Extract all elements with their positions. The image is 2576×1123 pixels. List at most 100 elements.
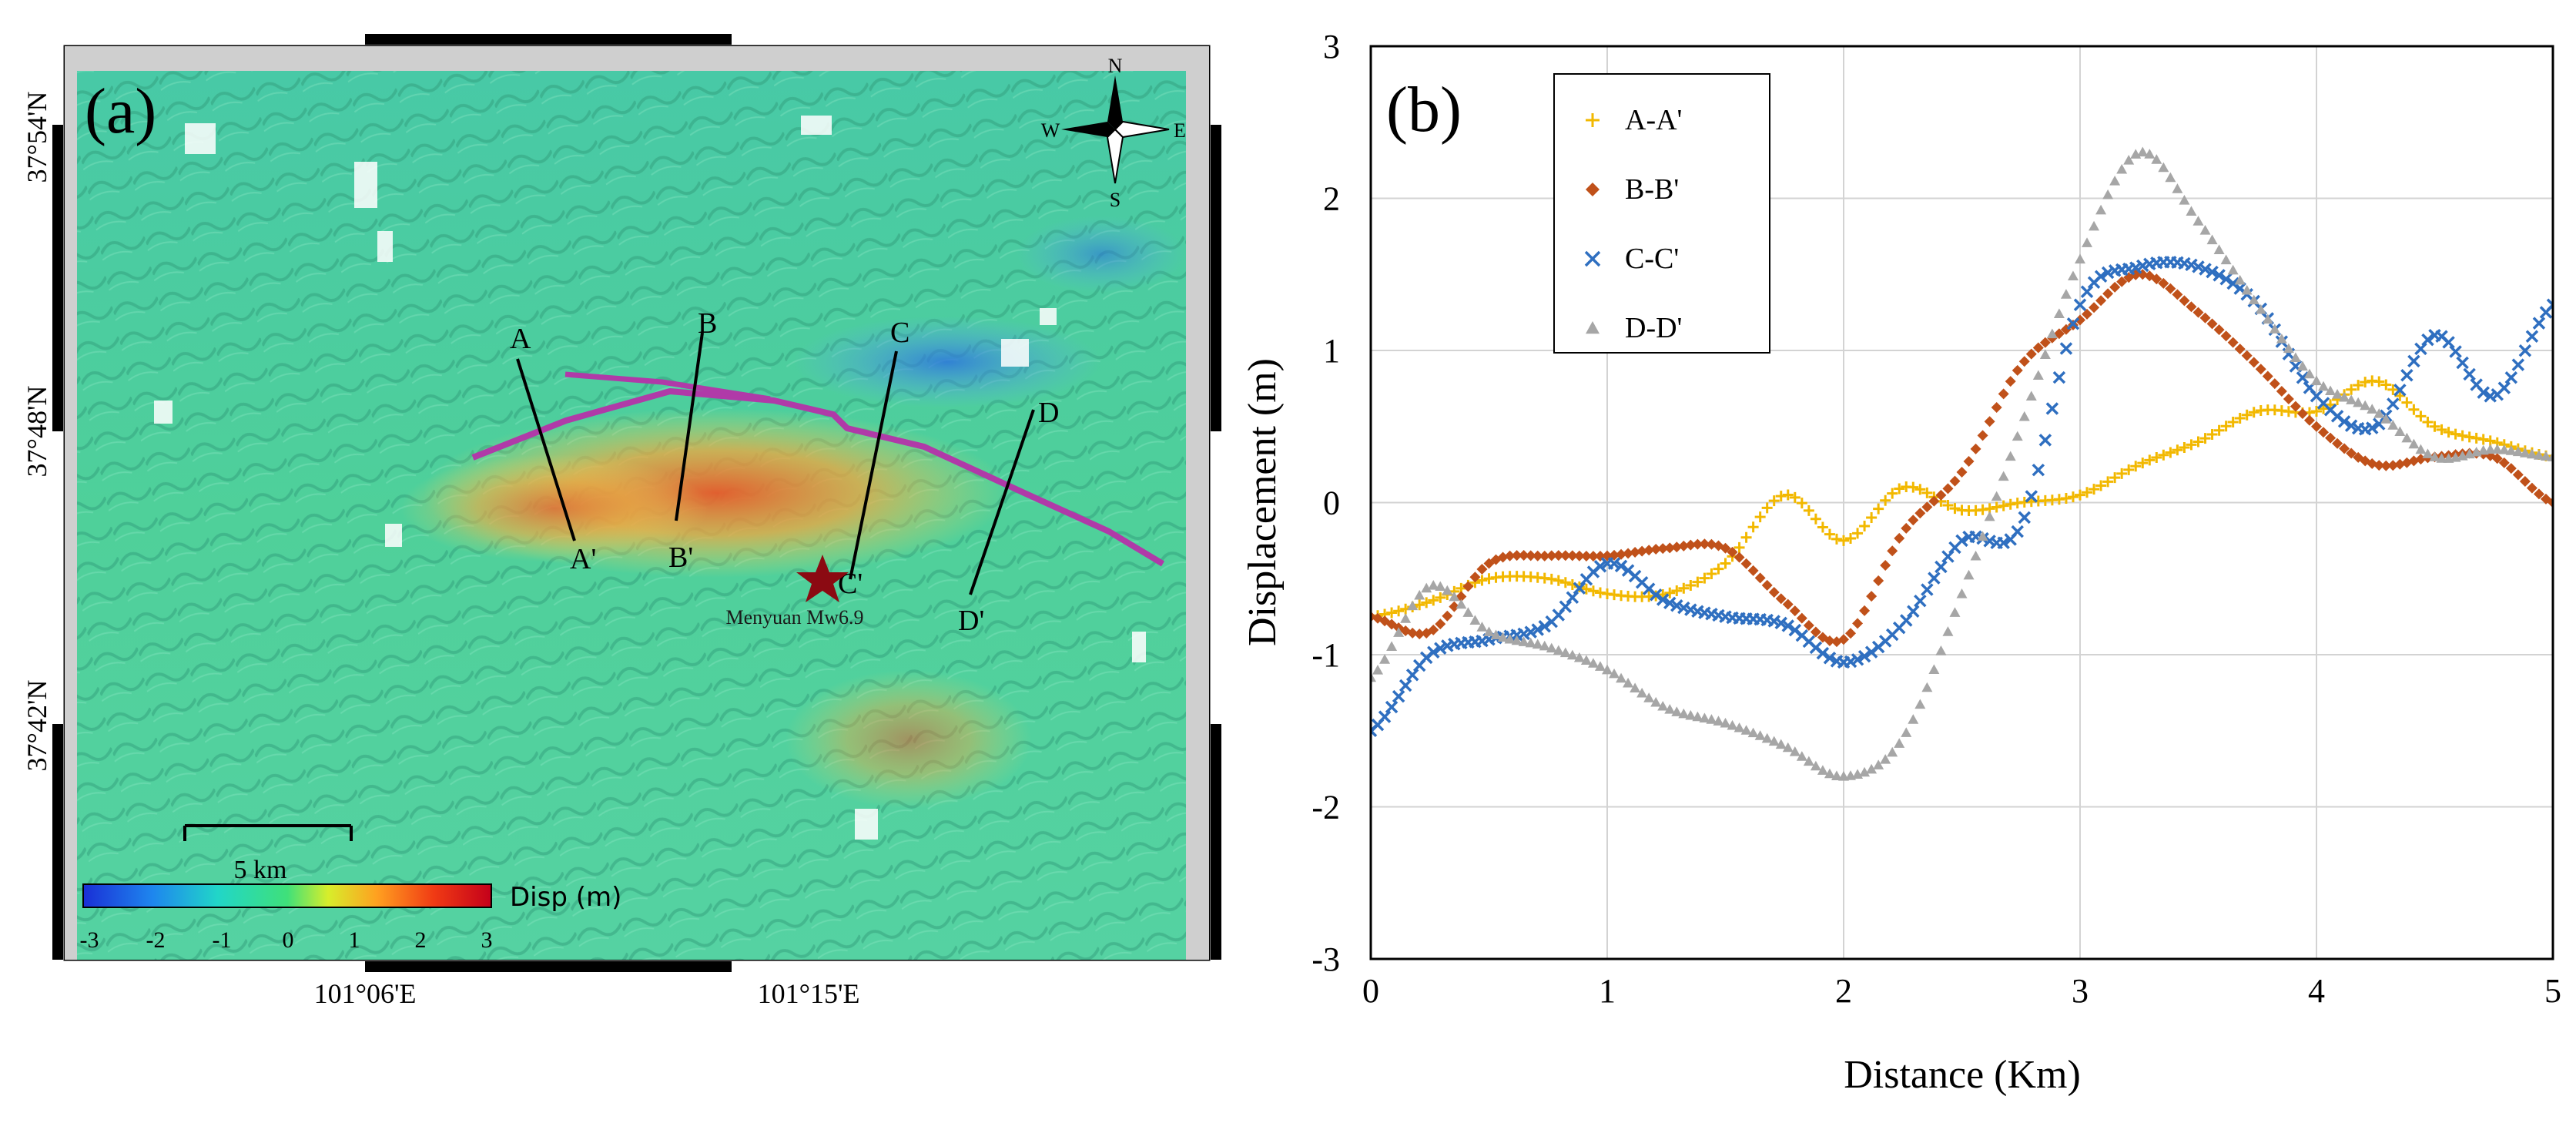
data-point — [1663, 596, 1677, 610]
data-point — [1816, 646, 1830, 660]
data-point — [2248, 294, 2259, 305]
data-point — [2012, 364, 2023, 376]
data-point — [2241, 284, 2253, 295]
data-point — [2109, 176, 2121, 186]
data-point — [1531, 623, 1544, 636]
data-point — [1671, 706, 1683, 716]
data-point — [1921, 682, 1933, 692]
data-point — [1442, 585, 1453, 595]
data-point — [2206, 265, 2219, 279]
data-point — [1908, 714, 1919, 724]
data-point — [1678, 582, 1690, 594]
data-point — [1469, 572, 1481, 583]
data-point — [2206, 234, 2218, 245]
data-point — [1524, 625, 1537, 639]
data-point — [1859, 766, 1871, 777]
data-point — [2450, 428, 2461, 440]
data-point — [1873, 575, 1884, 587]
data-point — [1559, 600, 1573, 613]
data-point — [2213, 244, 2225, 255]
data-point — [2109, 281, 2121, 293]
data-point — [2470, 432, 2482, 444]
data-point — [2332, 389, 2343, 399]
data-point — [1720, 558, 1731, 569]
data-point — [2158, 449, 2169, 461]
data-point — [1838, 634, 1849, 645]
data-point — [1810, 626, 1821, 638]
data-point — [2186, 439, 2197, 451]
data-point — [2082, 237, 2093, 247]
data-point — [2172, 444, 2183, 456]
data-point — [2158, 162, 2169, 173]
colorbar-title: Disp (m) — [510, 882, 621, 913]
data-point — [2477, 386, 2490, 399]
data-point — [1685, 709, 1697, 720]
data-point — [1511, 635, 1522, 645]
data-point — [2089, 302, 2100, 313]
data-point — [2018, 356, 2030, 367]
data-point — [2414, 342, 2427, 356]
data-point — [2526, 448, 2537, 459]
data-point — [2380, 460, 2392, 471]
legend: A-A' B-B' C-C' D-D' — [1553, 73, 1770, 354]
data-point — [2548, 497, 2553, 508]
data-point — [1587, 585, 1599, 597]
data-point — [2540, 451, 2551, 461]
data-point — [1713, 716, 1724, 726]
data-point — [2269, 378, 2280, 390]
data-point — [1796, 612, 1807, 624]
data-point — [1511, 550, 1522, 562]
data-point — [2206, 429, 2218, 441]
data-point — [1623, 677, 1634, 688]
tick-labels: 0 1 2 3 4 5 3 2 1 0 -1 -2 -3 — [1311, 28, 2561, 1010]
legend-label-b: B-B' — [1625, 173, 1679, 206]
data-point — [2025, 490, 2038, 503]
data-point — [2344, 419, 2358, 432]
data-point — [2276, 386, 2287, 397]
data-point — [2116, 468, 2128, 479]
scale-bar — [183, 824, 353, 841]
data-point — [2018, 411, 2030, 421]
data-point — [2548, 451, 2553, 463]
colorbar-tick: -1 — [213, 927, 232, 953]
data-point — [1914, 484, 1926, 495]
data-point — [1831, 770, 1842, 780]
data-point — [2346, 394, 2357, 404]
data-point — [1566, 591, 1579, 605]
data-point — [1942, 483, 1954, 494]
data-point — [2011, 525, 2024, 538]
y-tick-label: 3 — [1323, 28, 1340, 65]
data-point — [1789, 746, 1801, 756]
data-point — [1538, 619, 1551, 633]
data-point — [2421, 333, 2434, 347]
lon-label-1: 101°06'E — [314, 978, 417, 1009]
data-point — [1803, 505, 1814, 516]
data-point — [1866, 512, 1878, 524]
data-point — [1761, 579, 1773, 591]
data-point — [1984, 416, 1995, 427]
data-point — [1796, 498, 1807, 509]
data-point — [1580, 655, 1592, 665]
data-point — [1887, 545, 1898, 557]
data-point — [1914, 594, 1927, 608]
data-point — [2387, 460, 2399, 471]
data-point — [1998, 500, 2009, 511]
data-point — [1810, 513, 1821, 525]
data-point — [1692, 576, 1703, 588]
lat-label-3: 37°42'N — [22, 680, 52, 772]
x-tick-label: 5 — [2544, 972, 2561, 1010]
data-point — [1399, 679, 1412, 692]
data-point — [1643, 545, 1655, 556]
data-point — [1977, 430, 1988, 441]
data-point — [2373, 460, 2385, 471]
uplift-zone-south — [786, 670, 1032, 809]
data-point — [1887, 746, 1898, 757]
y-tick-label: -3 — [1311, 940, 1340, 978]
data-point — [1469, 615, 1481, 625]
data-point — [1774, 616, 1787, 630]
data-point — [1955, 534, 1968, 548]
data-point — [1518, 636, 1529, 646]
data-point — [2052, 370, 2066, 384]
data-point — [1434, 642, 1447, 655]
data-point — [1392, 689, 1405, 703]
